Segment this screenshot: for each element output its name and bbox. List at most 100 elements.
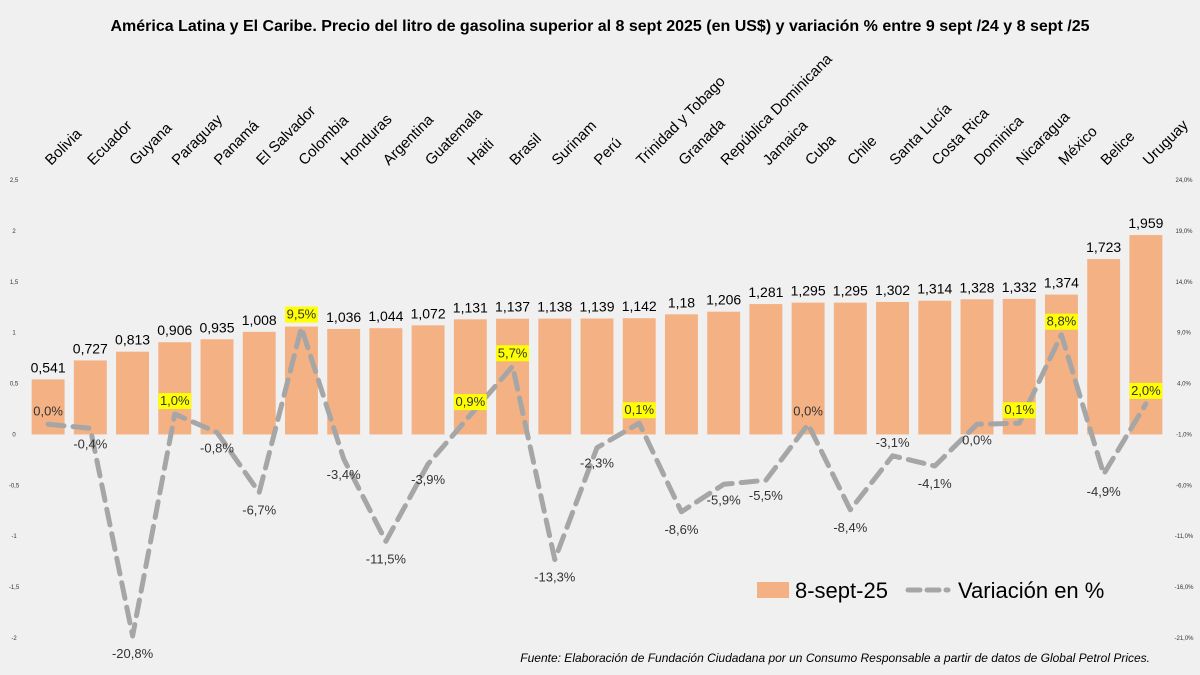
bar-value-label: 1,044 [368, 308, 403, 324]
y-left-tick-label: -0,5 [9, 483, 20, 489]
line-series [45, 325, 1149, 639]
bar-value-label: 0,906 [157, 322, 192, 338]
bar-value-label: 0,541 [31, 359, 66, 375]
bar [242, 331, 276, 435]
line-value-label: -5,5% [749, 488, 783, 503]
source-note: Fuente: Elaboración de Fundación Ciudada… [520, 651, 1150, 665]
line-value-label: 0,1% [624, 402, 654, 417]
category-label: Haiti [464, 136, 497, 169]
line-value-label: 0,0% [33, 403, 63, 418]
bar-value-label: 1,374 [1044, 275, 1079, 291]
bar [918, 300, 952, 435]
line-value-label: -0,8% [200, 440, 234, 455]
y-left-tick-label: 2,5 [10, 178, 19, 184]
bar [749, 304, 783, 435]
line-value-label: 8,8% [1047, 314, 1077, 329]
y-axis-right: -21,0% -16,0% -11,0% -6,0% -1,0% 4,0% 9,0% 14,0… [1174, 178, 1194, 642]
category-label: Belice [1097, 128, 1138, 169]
line-value-label: -3,1% [876, 435, 910, 450]
bar-value-label: 1,959 [1128, 215, 1163, 231]
bar [960, 299, 994, 435]
highlight-box [496, 345, 529, 362]
category-label: Ecuador [84, 117, 136, 169]
bar [284, 326, 318, 435]
bar-value-label: 0,813 [115, 332, 150, 348]
y-right-tick-label: -16,0% [1174, 585, 1194, 591]
line-value-label: 0,1% [1004, 402, 1034, 417]
legend: 8-sept-25 Variación en % [757, 578, 1104, 603]
bar [664, 314, 698, 435]
y-left-tick-label: 2 [12, 229, 16, 235]
bar-value-label: 1,142 [622, 298, 657, 314]
y-left-tick-label: -2 [11, 636, 17, 642]
bar-value-labels: 0,5410,7270,8130,9060,9351,0081,061,0361… [31, 215, 1164, 375]
y-left-tick-label: 1,5 [10, 280, 19, 286]
y-right-tick-label: -21,0% [1174, 636, 1194, 642]
category-label: Surinam [549, 117, 601, 169]
bar-value-label: 1,131 [453, 299, 488, 315]
bar-value-label: 1,18 [668, 294, 695, 310]
highlight-box [285, 306, 318, 323]
category-label: Uruguay [1140, 116, 1192, 168]
line-value-label: -4,1% [918, 476, 952, 491]
bar [1129, 235, 1163, 435]
y-left-tick-label: 0 [12, 432, 16, 438]
line-value-label: 0,0% [793, 403, 823, 418]
bar-value-label: 1,332 [1002, 279, 1037, 295]
category-label: Brasil [506, 130, 545, 169]
line-value-label: 0,9% [456, 394, 486, 409]
y-left-tick-label: -1 [11, 534, 17, 540]
bar [200, 339, 234, 435]
line-value-label: 1,0% [160, 393, 190, 408]
line-value-label: -8,6% [664, 522, 698, 537]
y-right-tick-label: 4,0% [1177, 382, 1191, 388]
bar [580, 318, 614, 435]
bar-value-label: 1,328 [959, 279, 994, 295]
category-label: Bolivia [42, 125, 86, 169]
highlight-box [622, 402, 656, 419]
bar [791, 302, 825, 435]
line-value-label: 2,0% [1131, 383, 1161, 398]
bar-value-label: 1,138 [537, 299, 572, 315]
category-label: Perú [591, 134, 625, 168]
y-right-tick-label: 14,0% [1175, 280, 1193, 286]
line-value-label: 9,5% [287, 307, 317, 322]
bar [369, 328, 403, 435]
bar [833, 302, 867, 435]
line-value-label: 0,0% [962, 432, 992, 447]
line-value-label: -2,3% [580, 456, 614, 471]
category-label: Guyana [126, 119, 176, 169]
bar [1087, 259, 1121, 435]
line-value-label: -4,9% [1087, 484, 1121, 499]
line-value-label: -5,9% [707, 492, 741, 507]
bar [411, 325, 445, 435]
bar-value-label: 1,206 [706, 292, 741, 308]
line-value-label: -11,5% [366, 551, 407, 566]
highlight-box [1129, 382, 1163, 399]
line-value-label: -0,4% [73, 436, 107, 451]
bar-value-label: 1,137 [495, 299, 530, 315]
highlight-box [1002, 402, 1036, 419]
y-right-tick-label: -1,0% [1176, 432, 1192, 438]
bar-value-label: 1,314 [917, 281, 952, 297]
bar-value-label: 1,295 [791, 283, 826, 299]
bar-value-label: 1,139 [579, 299, 614, 315]
highlight-box [453, 394, 487, 411]
bar-value-label: 1,723 [1086, 239, 1121, 255]
bar-value-label: 1,036 [326, 309, 361, 325]
line-value-label: -8,4% [833, 520, 867, 535]
y-right-tick-label: -11,0% [1175, 534, 1194, 540]
y-right-tick-label: 19,0% [1175, 229, 1193, 235]
bar-value-label: 1,302 [875, 282, 910, 298]
bar [538, 318, 572, 435]
legend-label-bar: 8-sept-25 [795, 578, 888, 603]
y-left-tick-label: 1 [12, 331, 16, 337]
line-value-label: -3,4% [327, 467, 361, 482]
y-left-tick-label: -1,5 [9, 585, 20, 591]
line-value-label: -20,8% [112, 646, 154, 661]
bar [707, 311, 741, 435]
line-value-label: -3,9% [411, 472, 445, 487]
y-left-tick-label: 0,5 [10, 382, 19, 388]
